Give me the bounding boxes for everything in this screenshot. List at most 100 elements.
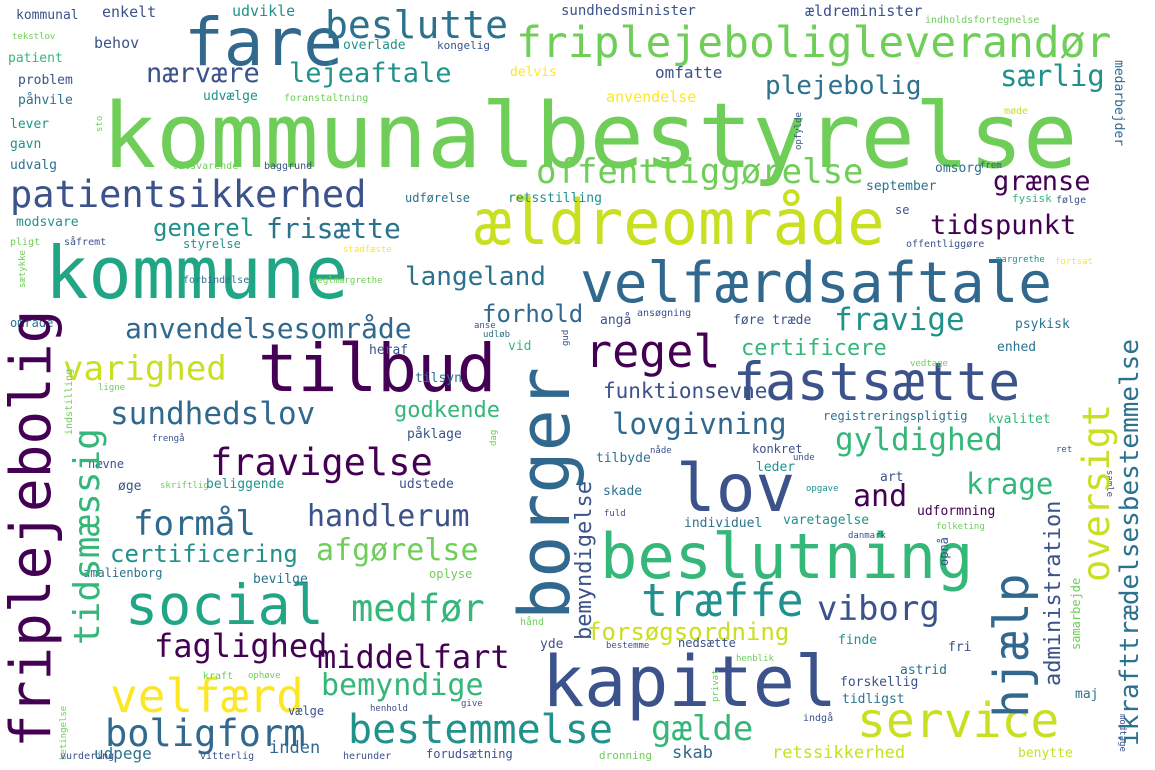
word: kraft <box>203 671 234 682</box>
word: margrethe <box>996 255 1045 265</box>
word: velfærdsaftale <box>580 251 1053 316</box>
word: vurdering <box>60 751 115 762</box>
word: opfylde <box>794 112 804 150</box>
word: skriftlig <box>160 481 209 491</box>
word: såfremt <box>64 237 107 248</box>
word: kommune <box>45 231 349 315</box>
word: opgave <box>806 484 839 494</box>
word: lever <box>10 117 50 132</box>
word: yde <box>540 637 564 652</box>
word: grænse <box>993 166 1091 197</box>
word: skade <box>603 484 643 499</box>
word: kvalitet <box>988 412 1051 427</box>
word: seglmargrethe <box>312 276 383 286</box>
word: modsvare <box>16 215 79 230</box>
word: bestemme <box>606 641 650 651</box>
word: overlade <box>343 38 406 53</box>
word: dronning <box>599 749 652 762</box>
word: patientsikkerhed <box>10 173 367 216</box>
word: øge <box>118 479 142 494</box>
word: fortsat <box>1055 257 1093 267</box>
word: se <box>895 203 910 217</box>
word: fravige <box>834 302 965 338</box>
word: anvendelsesområde <box>125 312 412 345</box>
word: benytte <box>1018 746 1073 761</box>
word: henhold <box>370 704 408 714</box>
word: delvis <box>510 65 557 80</box>
word: viborg <box>817 589 940 629</box>
word: unde <box>793 453 815 463</box>
word: møde <box>1004 106 1029 117</box>
word: nærvære <box>146 58 260 89</box>
word: medarbejder <box>1111 60 1126 147</box>
word: nåde <box>650 446 672 456</box>
word: administration <box>1041 500 1066 686</box>
word: omfatte <box>655 63 723 82</box>
word: skab <box>672 743 713 763</box>
word: plejebolig <box>765 71 922 101</box>
word: ældreområde <box>474 186 885 259</box>
word: regel <box>585 325 721 378</box>
word: forsøgsordning <box>587 618 790 646</box>
word: tidspunkt <box>930 210 1077 241</box>
word: problem <box>18 73 73 88</box>
word: fastsætte <box>733 352 1021 413</box>
word: vælge <box>288 704 325 718</box>
word: afgørelse <box>316 533 479 568</box>
word: offentliggøre <box>906 239 985 250</box>
word: boligform <box>105 712 306 755</box>
word: heraf <box>369 343 409 358</box>
word: inden <box>269 738 321 758</box>
word: føre træde <box>733 313 812 328</box>
word: lov <box>676 450 796 527</box>
word: beslutte <box>325 3 509 47</box>
word: foranstaltning <box>284 93 369 104</box>
word: styrelse <box>183 237 241 251</box>
word: omsorg <box>935 161 982 176</box>
word: udstede <box>399 477 454 492</box>
word: forbindelse <box>183 275 250 286</box>
word: friplejebolig <box>0 309 64 748</box>
word: enkelt <box>102 3 157 21</box>
word: vitterlig <box>200 751 255 762</box>
word: opnå <box>937 537 951 566</box>
word: retssikkerhed <box>772 743 906 763</box>
word: folketing <box>936 522 985 532</box>
word: indstilling <box>64 368 75 435</box>
word: lejeaftale <box>289 58 452 89</box>
word: udløb <box>483 330 511 340</box>
word: privat <box>711 669 721 702</box>
word: middelfart <box>317 638 510 676</box>
word: anvendelse <box>606 88 697 106</box>
word: ældreminister <box>805 2 923 20</box>
word: generel <box>153 214 255 242</box>
word: vid <box>508 339 532 354</box>
word: godkende <box>394 398 500 423</box>
word: gavn <box>10 137 42 152</box>
word: maj <box>1075 687 1099 702</box>
word: psykisk <box>1015 317 1070 332</box>
word: sundhedslov <box>110 396 316 432</box>
word: leder <box>756 460 796 475</box>
word: tidligst <box>842 692 905 707</box>
word: ophøve <box>248 671 281 681</box>
word: sætykke <box>18 250 28 288</box>
word: langeland <box>405 262 546 292</box>
word: faglighed <box>154 627 328 665</box>
word: fri <box>948 640 972 655</box>
word: særlig <box>1000 59 1105 93</box>
word: hånd <box>520 617 545 628</box>
word: fysisk <box>1012 192 1052 205</box>
word: nedsætte <box>678 636 736 650</box>
word: patient <box>8 51 63 66</box>
word: tekstlov <box>12 32 56 42</box>
word: dag <box>489 429 499 446</box>
word: vedtage <box>910 359 948 369</box>
word: art <box>880 470 904 485</box>
word: krage <box>966 467 1054 501</box>
word: træffe <box>641 574 804 627</box>
word: oversigt <box>1075 403 1118 582</box>
word: funktionsevne <box>603 379 768 403</box>
word: udvalg <box>10 158 57 173</box>
word: kapitel <box>542 641 838 723</box>
